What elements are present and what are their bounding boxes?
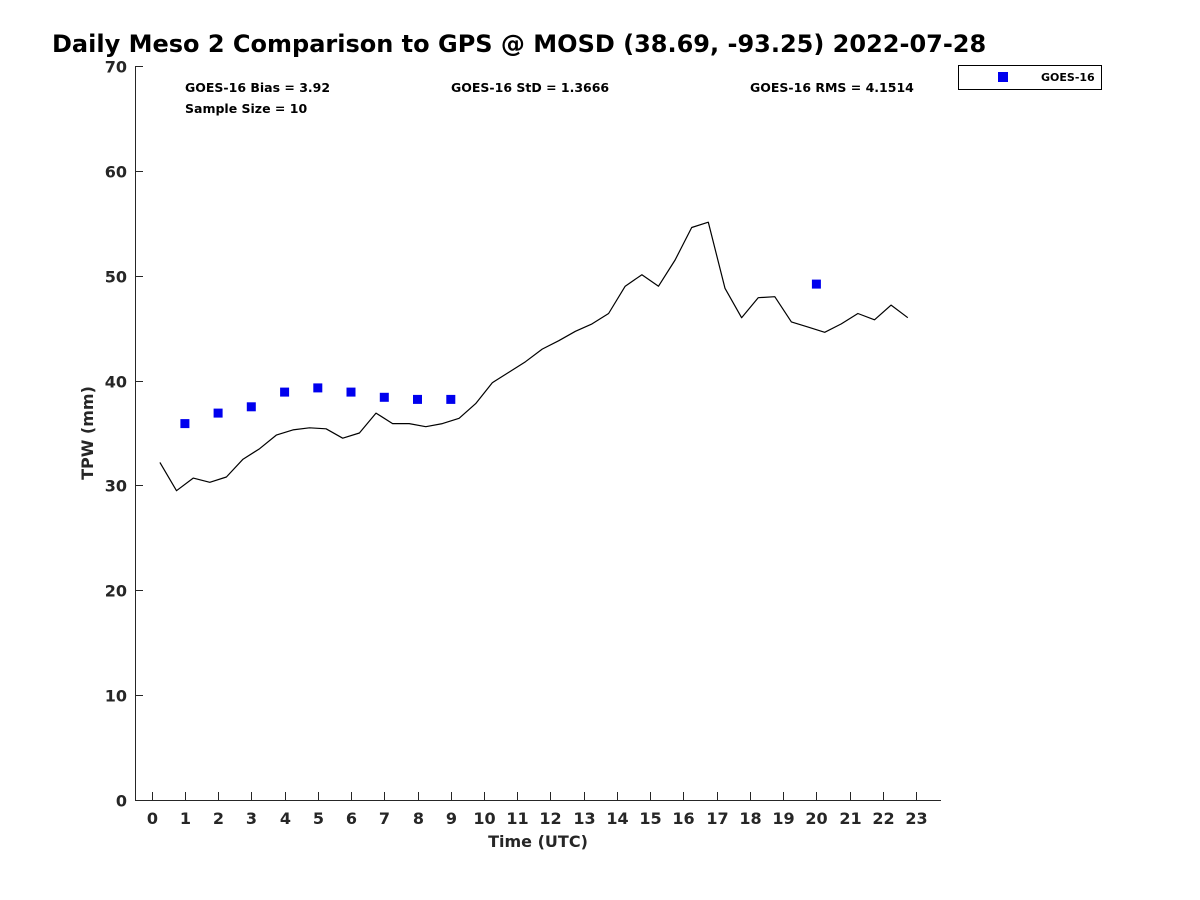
x-tick-label: 3 xyxy=(246,809,257,828)
x-tick-label: 19 xyxy=(772,809,794,828)
legend-marker-goes-16 xyxy=(998,72,1008,82)
sample-size-stat: Sample Size = 10 xyxy=(185,101,307,116)
goes-16-point xyxy=(379,392,389,402)
x-tick-label: 2 xyxy=(213,809,224,828)
y-tick-label: 20 xyxy=(105,582,127,601)
x-tick-label: 17 xyxy=(706,809,728,828)
x-tick-label: 23 xyxy=(905,809,927,828)
y-tick-label: 40 xyxy=(105,373,127,392)
y-tick-label: 70 xyxy=(105,58,127,77)
x-tick-label: 22 xyxy=(872,809,894,828)
goes-16-point xyxy=(246,402,256,412)
std-stat: GOES-16 StD = 1.3666 xyxy=(451,80,609,95)
legend-label-goes-16: GOES-16 xyxy=(1041,71,1095,84)
goes-16-point xyxy=(213,408,223,418)
rms-stat: GOES-16 RMS = 4.1514 xyxy=(750,80,914,95)
x-tick-label: 11 xyxy=(506,809,528,828)
goes-16-point xyxy=(413,394,422,404)
goes-16-series xyxy=(180,279,821,429)
x-tick-label: 5 xyxy=(313,809,324,828)
x-tick-label: 20 xyxy=(805,809,827,828)
y-tick-label: 50 xyxy=(105,268,127,287)
x-tick-label: 14 xyxy=(606,809,628,828)
y-tick-label: 30 xyxy=(105,477,127,496)
x-tick-label: 9 xyxy=(446,809,457,828)
x-tick-label: 7 xyxy=(379,809,390,828)
gps-tpw-line xyxy=(159,221,909,492)
x-tick-label: 4 xyxy=(280,809,291,828)
y-axis-ticks: 0 10 20 30 40 50 60 70 xyxy=(105,58,143,811)
x-tick-label: 13 xyxy=(573,809,595,828)
y-axis-label: TPW (mm) xyxy=(78,386,97,480)
goes-16-point xyxy=(280,387,290,397)
gps-series xyxy=(159,221,909,492)
x-axis-ticks: 0 1 2 3 4 5 6 7 8 9 10 11 12 13 14 15 16 17 18 19 20 21 22 23 xyxy=(147,792,928,828)
y-tick-label: 0 xyxy=(116,792,127,811)
x-tick-label: 16 xyxy=(672,809,694,828)
bias-stat: GOES-16 Bias = 3.92 xyxy=(185,80,330,95)
x-tick-label: 8 xyxy=(413,809,424,828)
x-axis-label: Time (UTC) xyxy=(488,832,588,851)
chart-title: Daily Meso 2 Comparison to GPS @ MOSD (3… xyxy=(52,30,987,58)
goes-16-point xyxy=(313,383,323,393)
x-tick-label: 15 xyxy=(639,809,661,828)
legend-box xyxy=(958,65,1102,90)
x-tick-label: 12 xyxy=(539,809,561,828)
x-tick-label: 18 xyxy=(739,809,761,828)
goes-16-point xyxy=(446,394,456,404)
goes-16-point xyxy=(180,419,190,429)
x-tick-label: 10 xyxy=(473,809,495,828)
x-tick-label: 1 xyxy=(180,809,191,828)
x-tick-label: 21 xyxy=(839,809,861,828)
goes-16-point xyxy=(346,387,356,397)
y-tick-label: 10 xyxy=(105,687,127,706)
y-tick-label: 60 xyxy=(105,163,127,182)
goes-16-point xyxy=(811,279,821,289)
legend: GOES-16 xyxy=(958,65,1102,90)
axes xyxy=(135,66,941,801)
x-tick-label: 6 xyxy=(346,809,357,828)
x-tick-label: 0 xyxy=(147,809,158,828)
